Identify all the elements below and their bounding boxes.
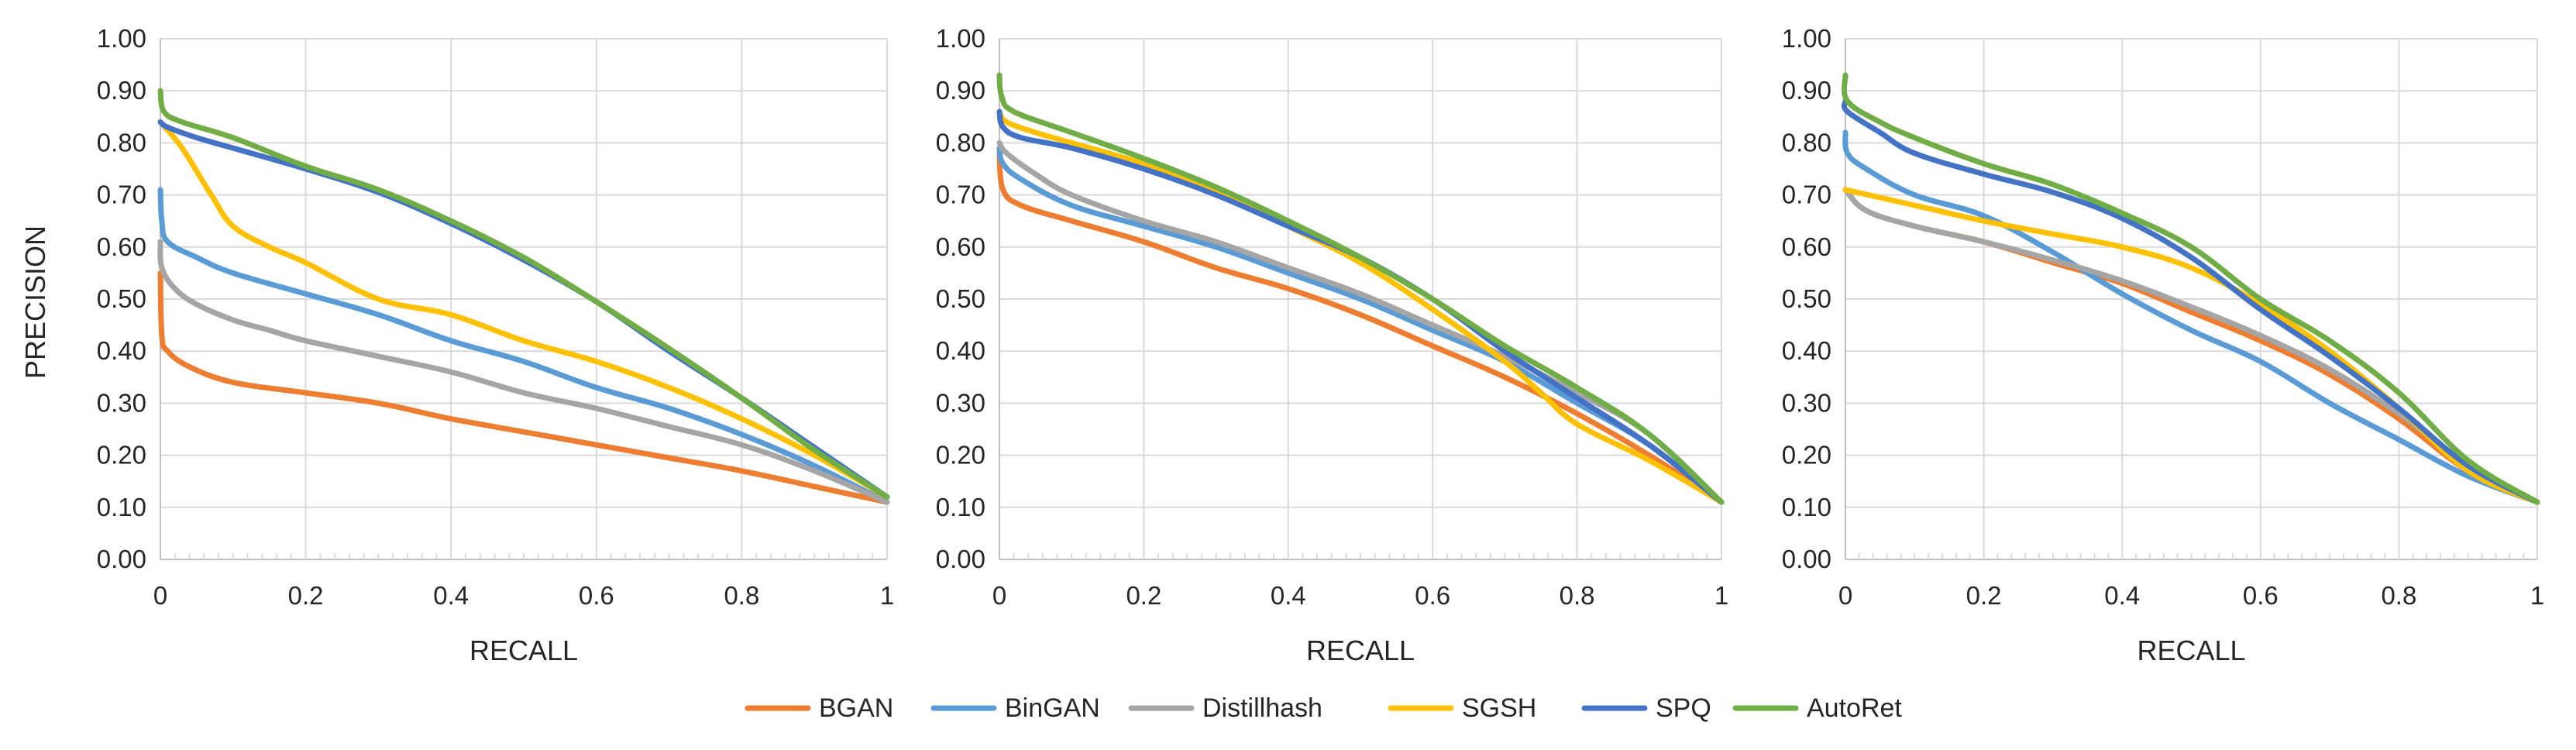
series-line-spq (157, 119, 890, 500)
series-line-autoret (996, 72, 1725, 505)
legend-label-distillhash: Distillhash (1202, 693, 1322, 723)
y-tick-label: 0.30 (1782, 388, 1831, 417)
y-tick-label: 1.00 (97, 24, 146, 53)
y-tick-label: 0.10 (97, 493, 146, 521)
x-tick-label: 0 (992, 581, 1006, 610)
legend-label-sgsh: SGSH (1462, 693, 1536, 723)
y-tick-label: 0.70 (936, 181, 985, 209)
x-axis-title: RECALL (1306, 635, 1415, 666)
y-tick-label: 0.70 (1782, 181, 1831, 209)
y-tick-label: 0.10 (1782, 493, 1831, 521)
y-tick-label: 0.30 (936, 388, 985, 417)
y-tick-label: 0.20 (97, 441, 146, 470)
x-tick-label: 0.6 (1415, 581, 1450, 610)
x-tick-label: 0.6 (2243, 581, 2279, 610)
series-line-autoret (157, 88, 890, 500)
x-tick-label: 0.4 (433, 581, 469, 610)
y-tick-label: 0.40 (936, 336, 985, 365)
legend-label-bgan: BGAN (819, 693, 893, 723)
series-line-spq (1841, 98, 2540, 505)
x-tick-label: 0.2 (288, 581, 324, 610)
y-tick-label: 0.70 (97, 181, 146, 209)
series-line-spq (996, 108, 1725, 505)
x-tick-label: 0.8 (724, 581, 759, 610)
y-tick-label: 0.40 (1782, 336, 1831, 365)
series-line-distillhash (996, 139, 1725, 505)
panel-1: 0.000.100.200.300.400.500.600.700.800.90… (97, 24, 894, 666)
y-tick-label: 0.90 (1782, 76, 1831, 105)
x-tick-label: 0.4 (2104, 581, 2140, 610)
x-tick-label: 0.8 (2381, 581, 2416, 610)
y-tick-label: 0.80 (1782, 128, 1831, 157)
panel-3: 0.000.100.200.300.400.500.600.700.800.90… (1782, 24, 2544, 666)
legend-label-autoret: AutoRet (1807, 693, 1902, 723)
series-line-bingan (157, 187, 890, 505)
panel-2: 0.000.100.200.300.400.500.600.700.800.90… (936, 24, 1728, 666)
y-tick-label: 0.10 (936, 493, 985, 521)
panels: 0.000.100.200.300.400.500.600.700.800.90… (97, 24, 2544, 666)
x-tick-label: 0.6 (579, 581, 614, 610)
x-tick-label: 1 (880, 581, 894, 610)
x-tick-label: 0 (1838, 581, 1852, 610)
y-tick-label: 1.00 (1782, 24, 1831, 53)
series-line-sgsh (157, 119, 890, 500)
series-line-bgan (996, 150, 1725, 505)
y-axis-title: PRECISION (19, 225, 51, 379)
legend: BGAN BinGAN Distillhash SGSH SPQ AutoRet (745, 693, 1902, 723)
series-line-bingan (1842, 129, 2540, 505)
y-tick-label: 1.00 (936, 24, 985, 53)
y-tick-label: 0.50 (97, 284, 146, 313)
y-tick-label: 0.00 (936, 545, 985, 573)
y-tick-label: 0.30 (97, 388, 146, 417)
x-axis-title: RECALL (2137, 635, 2245, 666)
series-line-bgan (157, 270, 890, 505)
legend-label-bingan: BinGAN (1005, 693, 1100, 723)
y-tick-label: 0.40 (97, 336, 146, 365)
series-line-sgsh (996, 108, 1725, 505)
x-tick-label: 0.2 (1126, 581, 1161, 610)
x-tick-label: 0 (153, 581, 167, 610)
y-tick-label: 0.60 (1782, 232, 1831, 261)
series-line-bingan (996, 145, 1725, 505)
y-tick-label: 0.20 (1782, 441, 1831, 470)
x-axis-title: RECALL (469, 635, 578, 666)
y-tick-label: 0.60 (936, 232, 985, 261)
series-line-distillhash (157, 239, 890, 505)
series-line-autoret (1841, 72, 2540, 505)
x-tick-label: 1 (2530, 581, 2544, 610)
y-tick-label: 0.90 (97, 76, 146, 105)
x-tick-label: 1 (1714, 581, 1728, 610)
y-tick-label: 0.50 (936, 284, 985, 313)
x-tick-label: 0.4 (1271, 581, 1306, 610)
y-tick-label: 0.00 (97, 545, 146, 573)
y-tick-label: 0.80 (97, 128, 146, 157)
x-tick-label: 0.8 (1560, 581, 1595, 610)
y-tick-label: 0.50 (1782, 284, 1831, 313)
y-tick-label: 0.90 (936, 76, 985, 105)
x-tick-label: 0.2 (1966, 581, 2002, 610)
y-tick-label: 0.80 (936, 128, 985, 157)
legend-label-spq: SPQ (1656, 693, 1711, 723)
y-tick-label: 0.20 (936, 441, 985, 470)
y-tick-label: 0.60 (97, 232, 146, 261)
y-tick-label: 0.00 (1782, 545, 1831, 573)
